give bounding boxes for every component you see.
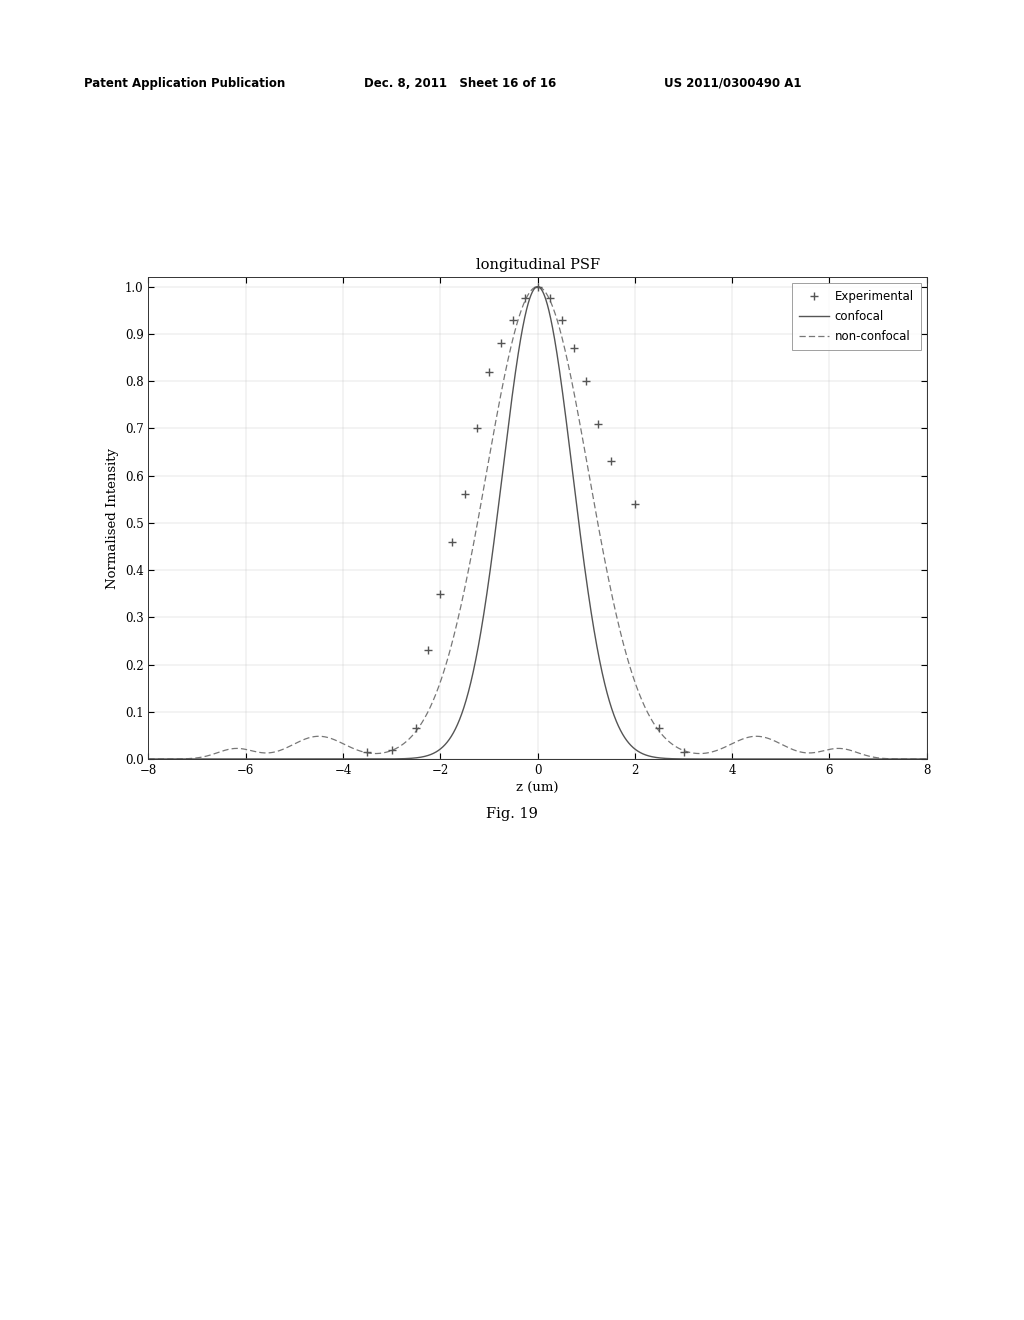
Experimental (629, 496, 641, 512)
confocal (921, 751, 933, 767)
confocal (531, 279, 544, 294)
Experimental (434, 586, 446, 602)
Text: Patent Application Publication: Patent Application Publication (84, 77, 286, 90)
non-confocal (278, 742, 290, 758)
Line: Experimental: Experimental (364, 282, 687, 756)
Legend: Experimental, confocal, non-confocal: Experimental, confocal, non-confocal (793, 282, 921, 350)
Text: US 2011/0300490 A1: US 2011/0300490 A1 (664, 77, 801, 90)
Experimental (592, 416, 604, 432)
confocal (440, 734, 453, 750)
Text: Fig. 19: Fig. 19 (486, 808, 538, 821)
confocal (821, 751, 834, 767)
Experimental (471, 421, 483, 437)
confocal (905, 751, 918, 767)
Line: confocal: confocal (148, 286, 927, 759)
Experimental (604, 454, 616, 470)
non-confocal (905, 751, 918, 767)
Experimental (580, 374, 592, 389)
non-confocal (142, 751, 155, 767)
Experimental (422, 643, 434, 659)
Experimental (361, 744, 374, 760)
confocal (474, 626, 486, 642)
Experimental (507, 312, 519, 327)
Experimental (495, 335, 507, 351)
non-confocal (474, 498, 486, 513)
confocal (231, 751, 244, 767)
Line: non-confocal: non-confocal (148, 286, 927, 759)
non-confocal (531, 279, 544, 294)
Experimental (544, 290, 556, 306)
Experimental (678, 744, 690, 760)
Experimental (531, 279, 544, 294)
Experimental (385, 742, 397, 758)
confocal (278, 751, 290, 767)
Experimental (483, 364, 496, 380)
Experimental (519, 290, 531, 306)
Experimental (568, 341, 581, 356)
Experimental (459, 487, 471, 503)
Experimental (556, 312, 568, 327)
non-confocal (921, 751, 933, 767)
Experimental (410, 721, 422, 737)
Title: longitudinal PSF: longitudinal PSF (475, 257, 600, 272)
Experimental (446, 533, 459, 549)
non-confocal (440, 653, 453, 669)
non-confocal (821, 742, 834, 758)
X-axis label: z (um): z (um) (516, 783, 559, 796)
confocal (142, 751, 155, 767)
Experimental (653, 721, 666, 737)
Text: Dec. 8, 2011   Sheet 16 of 16: Dec. 8, 2011 Sheet 16 of 16 (364, 77, 556, 90)
Y-axis label: Normalised Intensity: Normalised Intensity (106, 447, 120, 589)
non-confocal (231, 741, 244, 756)
